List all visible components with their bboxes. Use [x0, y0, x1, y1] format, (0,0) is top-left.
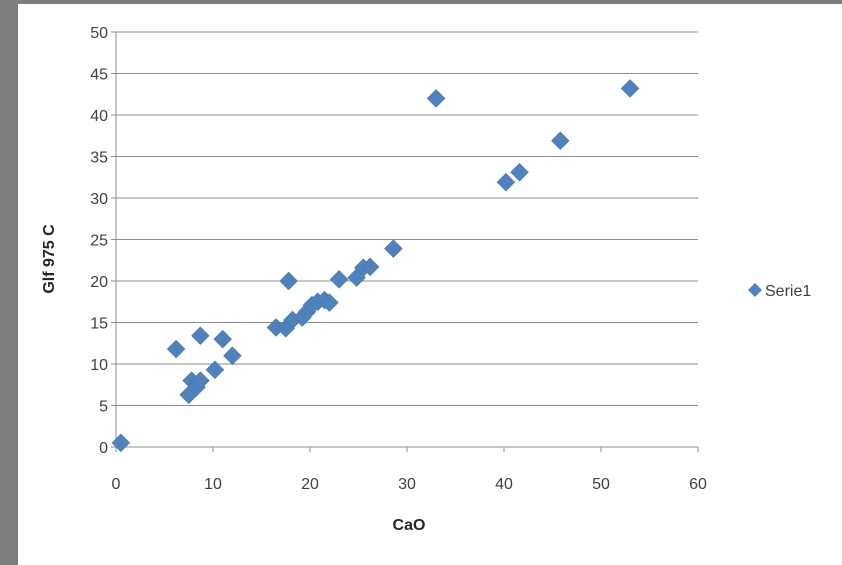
y-tick-label: 20: [90, 274, 108, 291]
legend-label: Serie1: [765, 283, 811, 300]
data-point: [620, 79, 640, 98]
y-tick-label: 0: [99, 440, 108, 457]
data-point: [213, 329, 233, 349]
x-tick-label: 30: [398, 476, 416, 493]
x-tick-label: 10: [204, 476, 222, 493]
data-point: [426, 89, 446, 108]
data-point: [550, 131, 570, 151]
data-point: [191, 326, 210, 346]
x-tick-label: 20: [301, 476, 319, 493]
x-tick-label: 0: [112, 476, 121, 493]
data-point: [166, 339, 186, 359]
data-point: [329, 269, 349, 289]
data-point: [223, 346, 242, 366]
x-axis-title: CaO: [393, 517, 426, 534]
data-points: [111, 79, 640, 453]
y-tick-label: 10: [90, 357, 108, 374]
data-point: [279, 271, 299, 291]
axes: [115, 32, 698, 448]
y-tick-label: 25: [90, 233, 108, 250]
data-point: [191, 371, 210, 390]
y-tick-label: 40: [90, 108, 108, 125]
y-tick-label: 50: [90, 25, 108, 42]
x-tick-label: 40: [495, 476, 513, 493]
y-tick-label: 15: [90, 316, 108, 333]
legend: Serie1: [748, 283, 811, 300]
data-point: [510, 162, 529, 182]
y-tick-label: 30: [90, 191, 108, 208]
y-tick-label: 35: [90, 150, 108, 167]
legend-marker: [748, 283, 762, 297]
data-point: [496, 172, 516, 192]
chart-area: 0 5 10 15 20 25 30 35 40 45 50 0 10 20 30 40 50 60 CaO G…: [18, 4, 842, 565]
data-point: [320, 293, 339, 312]
x-tick-label: 50: [592, 476, 610, 493]
data-point: [205, 360, 225, 380]
scatter-chart: 0 5 10 15 20 25 30 35 40 45 50 0 10 20 30 40 50 60 CaO G…: [41, 25, 811, 534]
data-point: [360, 257, 380, 277]
x-tick-labels: 0 10 20 30 40 50 60: [112, 476, 707, 493]
x-tick-label: 60: [689, 476, 707, 493]
data-point: [384, 239, 403, 258]
gridlines: [111, 31, 699, 452]
y-tick-label: 45: [90, 67, 108, 84]
y-tick-label: 5: [99, 399, 108, 416]
data-point: [111, 433, 131, 453]
y-tick-labels: 0 5 10 15 20 25 30 35 40 45 50: [90, 25, 108, 457]
y-axis-title: Glf 975 C: [41, 224, 58, 294]
